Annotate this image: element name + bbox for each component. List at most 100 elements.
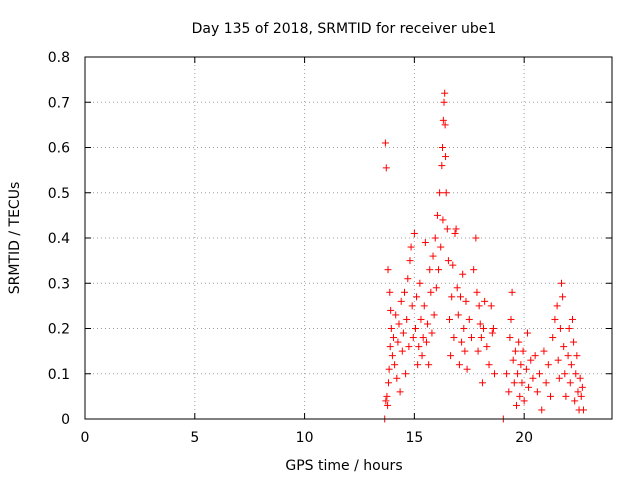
data-point [566,379,574,387]
y-tick-label: 0.6 [48,141,70,157]
data-point [405,343,413,351]
data-point [562,392,570,400]
data-point [411,325,419,332]
data-point [573,352,581,360]
data-point [444,257,452,265]
data-point [409,334,417,342]
data-point [511,347,519,355]
data-point [557,279,565,287]
points-layer [381,89,587,423]
data-point [427,288,435,296]
data-point [561,370,569,378]
data-point [463,365,471,373]
data-point [568,315,576,323]
data-point [385,365,393,373]
data-point [522,365,530,373]
data-point [397,297,405,305]
data-point [578,383,586,391]
y-tick-label: 0.4 [48,231,70,247]
data-point [383,392,391,400]
data-point [458,338,466,346]
data-point [470,266,478,274]
data-point [564,352,572,360]
data-point [422,338,430,346]
data-point [429,252,437,260]
data-point [384,379,392,387]
data-point [472,234,480,242]
data-point [454,311,462,319]
data-point [570,338,578,346]
data-point [390,334,398,342]
data-point [574,388,582,396]
data-point [520,397,528,405]
data-point [503,370,511,378]
data-point [418,352,426,360]
data-point [489,325,497,332]
plot-frame [84,56,613,420]
y-tick-label: 0 [61,412,70,428]
data-point [450,334,458,342]
data-point [392,311,400,319]
data-point [476,320,484,328]
data-point [388,352,396,360]
data-point [404,275,412,283]
data-point [442,189,450,197]
data-point [419,334,427,342]
data-point [465,315,473,323]
data-point [509,356,517,364]
data-point [400,288,408,296]
data-point [461,347,469,355]
data-point [514,370,522,378]
x-axis-label: GPS time / hours [285,458,402,474]
data-point [460,325,468,332]
data-point [474,347,482,355]
data-point [416,279,424,287]
data-point [462,297,470,305]
data-point [446,315,454,323]
y-tick-label: 0.7 [48,95,70,111]
y-tick-label: 0.8 [48,50,70,66]
data-point [547,392,555,400]
data-point [432,284,440,292]
data-point [491,370,499,378]
data-point [381,139,389,147]
data-point [567,361,575,369]
data-point [395,320,403,328]
data-point [435,266,443,274]
data-point [518,379,526,387]
data-point [424,320,432,328]
data-point [441,121,449,129]
data-point [433,211,441,219]
data-point [579,406,587,414]
data-point [396,388,404,396]
y-tick-label: 0.3 [48,276,70,292]
data-point [439,116,447,124]
data-point [421,239,429,247]
data-point [382,397,390,405]
data-point [517,361,525,369]
data-point [555,374,563,382]
y-tick-label: 0.5 [48,186,70,202]
data-point [438,144,446,151]
data-point [451,229,459,237]
data-point [527,356,535,364]
data-point [559,293,567,301]
data-point [554,356,562,364]
data-point [441,89,449,97]
data-point [544,361,552,369]
data-point [387,325,395,332]
data-point [410,229,418,237]
data-point [531,352,539,360]
data-point [398,347,406,355]
chart-title: Day 135 of 2018, SRMTID for receiver ube… [192,21,497,37]
data-point [437,243,445,251]
data-point [551,315,559,323]
data-point [519,347,527,355]
grid-layer [85,57,612,419]
data-point [415,343,423,351]
y-tick-label: 0.2 [48,322,70,338]
data-point [516,392,524,400]
data-point [533,388,541,396]
data-point [556,325,564,332]
